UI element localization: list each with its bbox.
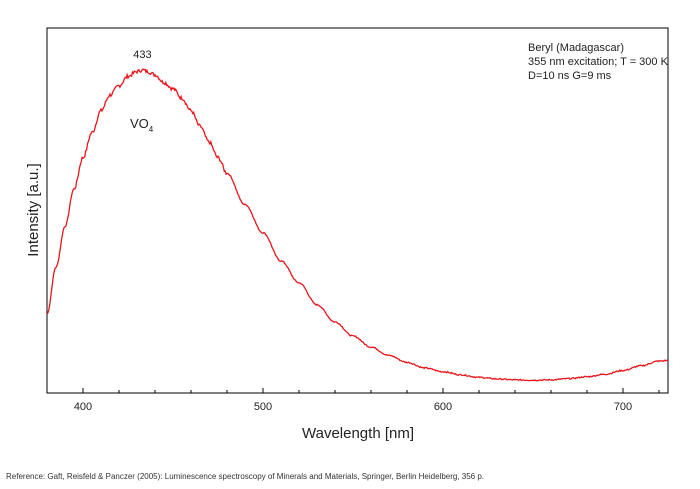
species-label-subscript: 4 xyxy=(149,125,154,134)
x-tick-label: 500 xyxy=(254,401,272,413)
x-axis-ticks: 400 500 600 700 xyxy=(46,388,660,413)
x-tick-label: 400 xyxy=(74,401,92,413)
peak-label: 433 xyxy=(133,49,151,61)
plot-frame xyxy=(46,27,669,394)
species-label-main: VO xyxy=(130,116,149,131)
info-box: Beryl (Madagascar) 355 nm excitation; T … xyxy=(528,42,669,82)
x-tick-label: 600 xyxy=(434,401,452,413)
x-tick-label: 700 xyxy=(614,401,632,413)
info-line-sample: Beryl (Madagascar) xyxy=(528,42,624,54)
species-label: VO4 xyxy=(130,116,154,134)
series-line xyxy=(46,68,669,382)
reference-note: Reference: Gaft, Reisfeld & Panczer (200… xyxy=(6,472,485,481)
info-line-excitation: 355 nm excitation; T = 300 K xyxy=(528,56,669,68)
y-axis-title: Intensity [a.u.] xyxy=(25,163,42,256)
x-axis-title: Wavelength [nm] xyxy=(302,425,414,442)
info-line-gate: D=10 ns G=9 ms xyxy=(528,70,612,82)
